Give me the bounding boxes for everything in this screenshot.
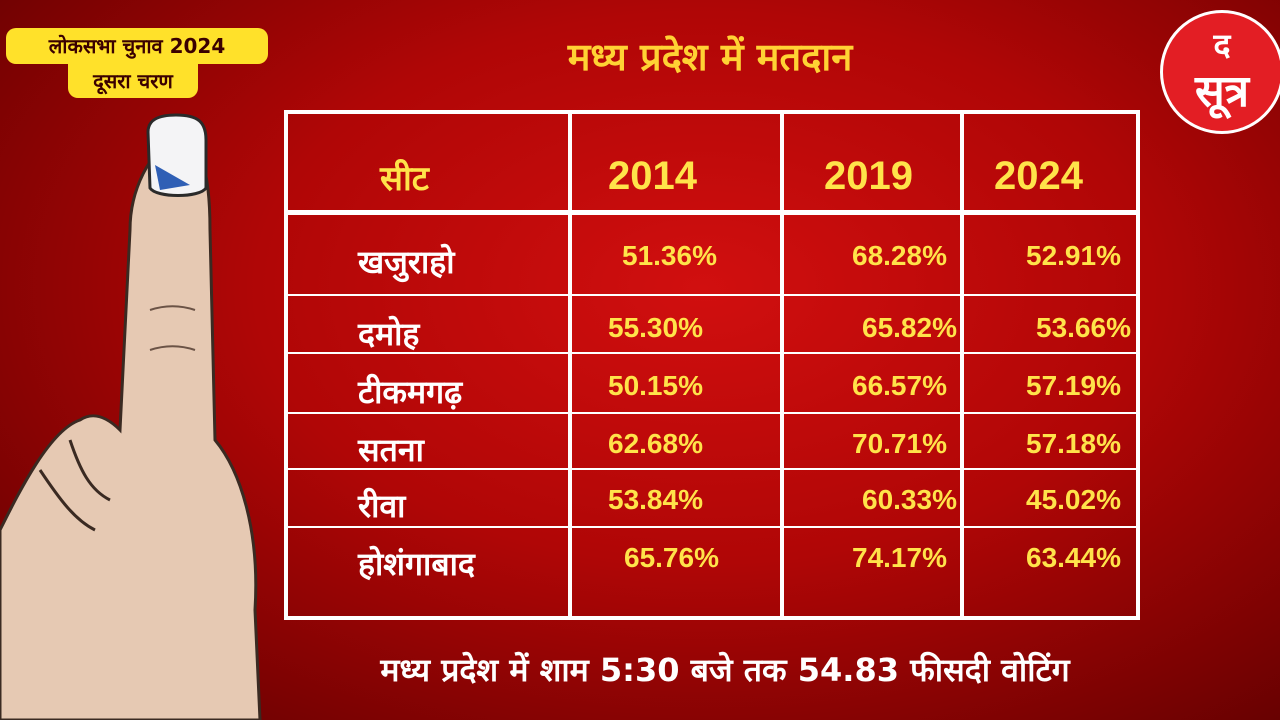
header-year-2014: 2014	[608, 154, 697, 198]
turnout-cell: 53.84%	[608, 484, 703, 515]
header-seat: सीट	[380, 159, 429, 199]
seat-name: खजुराहो	[358, 243, 455, 281]
badge-phase: दूसरा चरण	[93, 69, 173, 93]
phase-badge: दूसरा चरण	[68, 64, 198, 98]
turnout-cell: 51.36%	[622, 240, 717, 271]
seat-name: टीकमगढ़	[358, 373, 463, 411]
turnout-cell: 57.19%	[1026, 370, 1121, 401]
seat-name: सतना	[358, 431, 424, 469]
seat-name: दमोह	[358, 315, 420, 353]
turnout-cell: 62.68%	[608, 428, 703, 459]
badge-title: लोकसभा चुनाव 2024	[48, 34, 226, 58]
seat-name: रीवा	[358, 487, 406, 525]
turnout-cell: 65.82%	[862, 312, 957, 343]
turnout-cell: 65.76%	[624, 542, 719, 573]
turnout-cell: 45.02%	[1026, 484, 1121, 515]
page-title: मध्य प्रदेश में मतदान	[567, 35, 853, 79]
turnout-cell: 50.15%	[608, 370, 703, 401]
header-year-2019: 2019	[824, 154, 913, 198]
turnout-cell: 55.30%	[608, 312, 703, 343]
turnout-cell: 63.44%	[1026, 542, 1121, 573]
the-sootr-logo: द सूत्र	[1160, 10, 1280, 134]
footer-caption: मध्य प्रदेश में शाम 5:30 बजे तक 54.83 फी…	[380, 651, 1070, 689]
turnout-cell: 60.33%	[862, 484, 957, 515]
header-year-2024: 2024	[994, 154, 1083, 198]
turnout-cell: 66.57%	[852, 370, 947, 401]
turnout-cell: 53.66%	[1036, 312, 1131, 343]
election-badge: लोकसभा चुनाव 2024	[6, 28, 268, 64]
turnout-cell: 74.17%	[852, 542, 947, 573]
logo-main-text: सूत्र	[1194, 66, 1250, 117]
inked-finger-icon	[0, 113, 262, 720]
turnout-cell: 52.91%	[1026, 240, 1121, 271]
turnout-cell: 70.71%	[852, 428, 947, 459]
turnout-cell: 57.18%	[1026, 428, 1121, 459]
voting-table: सीट 2014 2019 2024 खजुराहो 51.36% 68.28% 52.91%…	[284, 110, 1140, 620]
seat-name: होशंगाबाद	[358, 545, 475, 583]
turnout-cell: 68.28%	[852, 240, 947, 271]
logo-top-letter: द	[1213, 26, 1231, 64]
